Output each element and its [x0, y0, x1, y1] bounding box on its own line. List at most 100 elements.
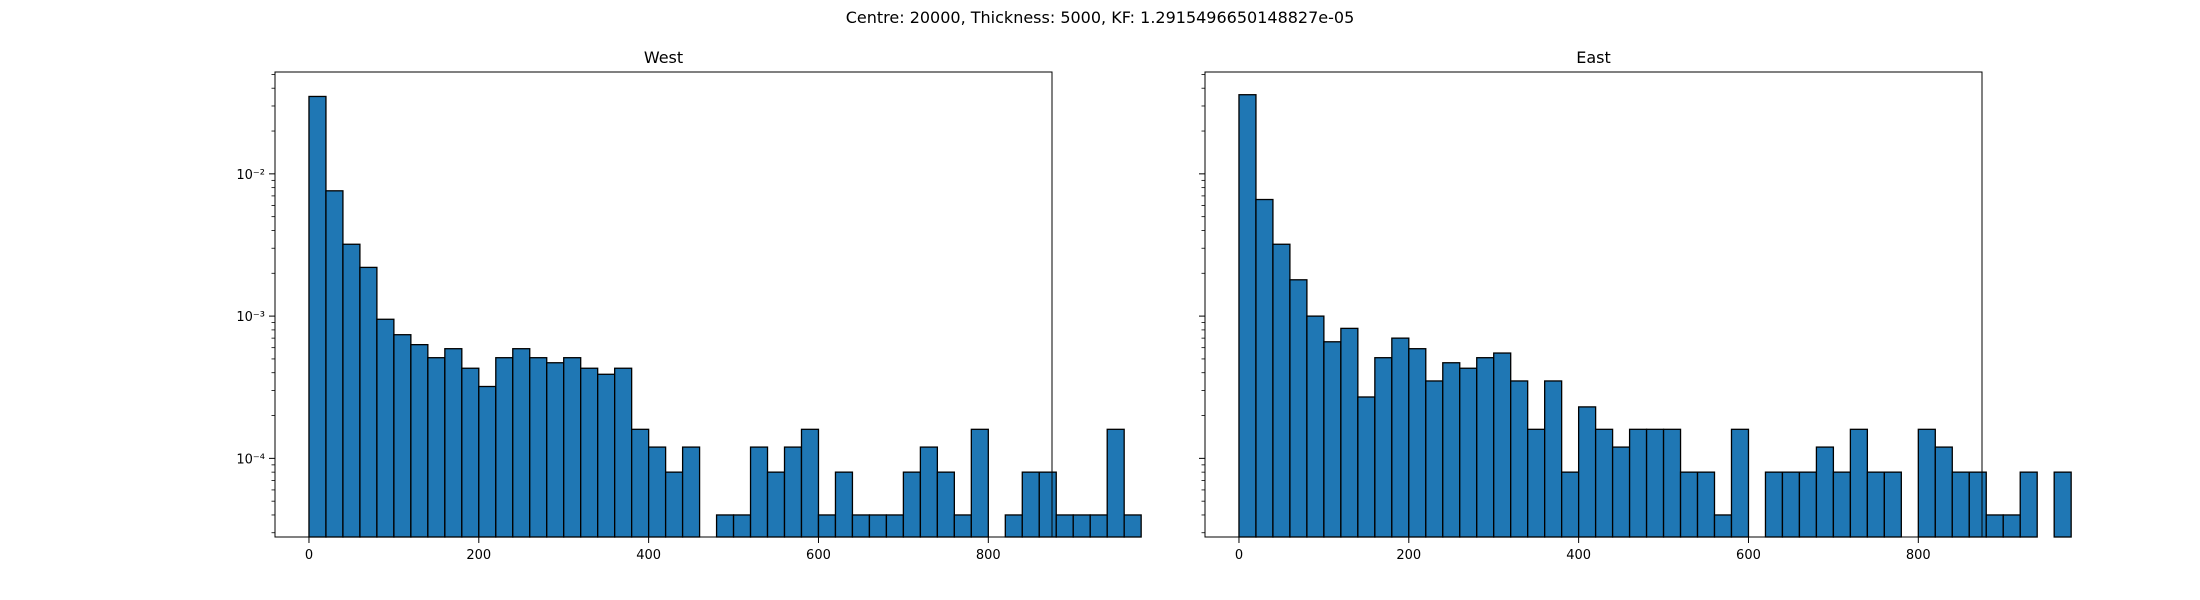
west-bar-300 [563, 357, 582, 538]
east-bar-620 [1764, 471, 1784, 538]
east-bar-220 [1425, 380, 1444, 538]
east-y-axis [1199, 74, 1205, 534]
west-y-tick-label: 10⁻⁴ [236, 452, 265, 467]
east-bar-700 [1832, 471, 1852, 538]
west-bar-100 [393, 334, 412, 538]
east-bar-920 [2019, 471, 2038, 538]
west-bar-740 [936, 471, 955, 538]
west-bar-680 [885, 514, 905, 538]
east-x-tick-label-0: 0 [1235, 548, 1243, 563]
west-bar-600 [817, 514, 837, 538]
west-x-tick-label-400: 400 [636, 548, 661, 563]
east-bar-440 [1611, 446, 1631, 538]
east-bar-520 [1679, 471, 1699, 538]
figure-suptitle: Centre: 20000, Thickness: 5000, KF: 1.29… [845, 8, 1355, 27]
west-bar-580 [800, 428, 820, 538]
east-bar-20 [1255, 198, 1274, 538]
east-bar-640 [1781, 471, 1801, 538]
east-bar-580 [1730, 428, 1750, 538]
east-bar-280 [1476, 357, 1495, 538]
west-bar-480 [715, 514, 735, 538]
west-bar-640 [851, 514, 871, 538]
west-bar-40 [342, 243, 361, 538]
east-bar-100 [1323, 341, 1342, 538]
west-bar-520 [749, 446, 769, 538]
west-bar-720 [919, 446, 939, 538]
west-bar-360 [614, 367, 633, 538]
east-x-tick-label-200: 200 [1396, 548, 1421, 563]
west-bar-420 [664, 471, 684, 538]
east-bar-680 [1815, 446, 1835, 538]
west-x-tick-label-800: 800 [976, 548, 1001, 563]
east-x-tick-label-400: 400 [1566, 548, 1591, 563]
west-bar-500 [732, 514, 752, 538]
west-bar-180 [461, 367, 480, 538]
west-bar-780 [970, 428, 989, 538]
west-bar-200 [478, 385, 497, 538]
west-bar-540 [766, 471, 786, 538]
east-bar-0 [1238, 94, 1257, 538]
west-bar-940 [1106, 428, 1125, 538]
east-bar-480 [1645, 428, 1665, 538]
west-x-axis: 0 200 400 600 800 [305, 537, 1001, 563]
west-bar-220 [495, 357, 514, 538]
west-bar-560 [783, 446, 803, 538]
east-bar-560 [1713, 514, 1733, 538]
west-axes-frame [274, 71, 1053, 538]
west-bar-840 [1021, 471, 1040, 538]
east-histogram: East 0 200 400 600 800 [1199, 48, 2072, 563]
east-bar-80 [1306, 315, 1325, 538]
east-bar-460 [1628, 428, 1648, 538]
east-bars [1238, 94, 2072, 538]
east-bar-540 [1696, 471, 1716, 538]
west-bar-260 [529, 357, 548, 538]
west-x-tick-label-600: 600 [806, 548, 831, 563]
east-bar-380 [1561, 471, 1580, 538]
west-bar-760 [953, 514, 972, 538]
west-bar-860 [1038, 471, 1057, 538]
east-x-tick-label-600: 600 [1736, 548, 1761, 563]
east-bar-960 [2053, 471, 2072, 538]
east-bar-420 [1594, 428, 1614, 538]
west-bar-0 [308, 95, 327, 538]
west-bar-320 [580, 367, 599, 538]
west-bar-340 [597, 373, 616, 538]
west-bar-140 [427, 357, 446, 538]
west-bar-820 [1004, 514, 1023, 538]
east-bar-260 [1459, 367, 1478, 538]
east-bar-720 [1849, 428, 1869, 538]
west-x-tick-label-0: 0 [305, 548, 313, 563]
east-bar-160 [1374, 357, 1393, 538]
west-bar-80 [376, 318, 395, 538]
east-bar-120 [1340, 327, 1359, 538]
west-bar-960 [1123, 514, 1142, 538]
west-bar-440 [681, 446, 701, 538]
west-x-tick-label-200: 200 [466, 548, 491, 563]
west-bar-900 [1072, 514, 1091, 538]
east-bar-400 [1577, 406, 1597, 538]
west-bar-160 [444, 348, 463, 538]
west-bar-20 [325, 190, 344, 538]
west-bar-880 [1055, 514, 1074, 538]
west-bar-400 [647, 446, 667, 538]
west-bar-620 [834, 471, 854, 538]
west-title: West [644, 48, 683, 67]
west-y-tick-label: 10⁻² [236, 168, 265, 183]
east-x-tick-label-800: 800 [1906, 548, 1931, 563]
west-bars [308, 95, 1142, 538]
west-y-tick-label: 10⁻³ [236, 310, 265, 325]
east-bar-820 [1934, 446, 1953, 538]
east-bar-880 [1985, 514, 2004, 538]
east-bar-360 [1544, 380, 1563, 538]
east-bar-240 [1442, 362, 1461, 538]
east-bar-140 [1357, 396, 1376, 538]
east-bar-40 [1272, 243, 1291, 538]
east-bar-200 [1408, 348, 1427, 538]
east-bar-300 [1493, 352, 1512, 538]
west-bar-920 [1089, 514, 1108, 538]
east-bar-500 [1662, 428, 1682, 538]
west-histogram: West 0 200 400 600 800 10⁻⁴ 10⁻³ 10⁻² [236, 48, 1142, 563]
east-bar-320 [1510, 380, 1529, 538]
west-bar-280 [546, 362, 565, 538]
